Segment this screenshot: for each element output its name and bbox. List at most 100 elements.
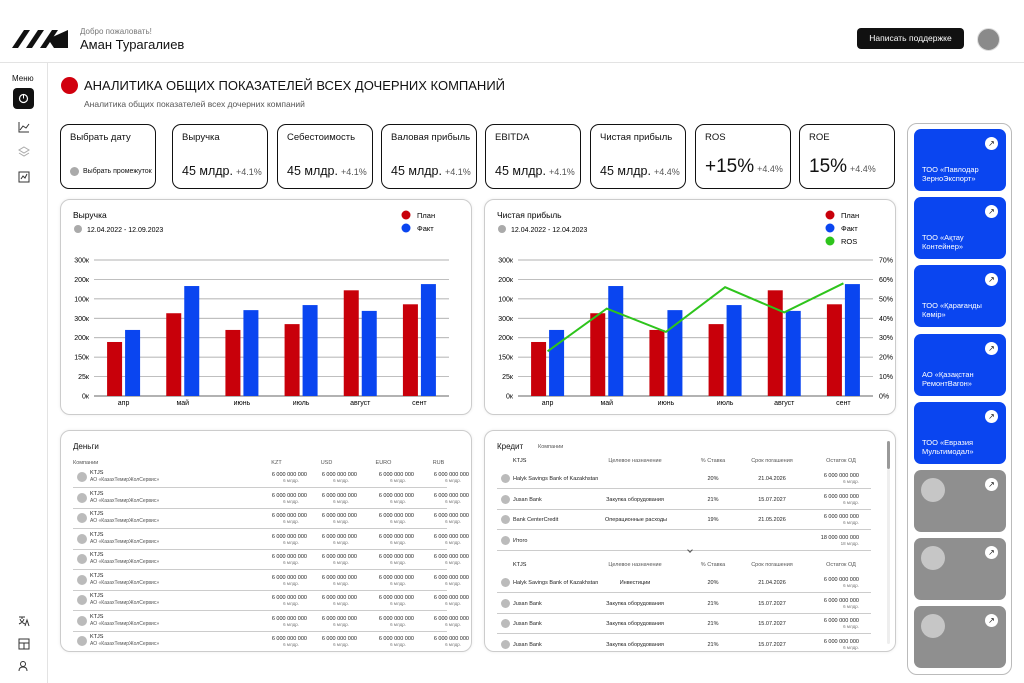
rate: 21% <box>707 641 719 648</box>
column-header[interactable]: % Ставка <box>700 562 726 568</box>
amount-short: 6 млдр. <box>445 560 461 565</box>
column-header[interactable]: KTJS <box>513 458 527 464</box>
amount: 6 000 000 000 <box>378 554 414 560</box>
row-divider <box>497 529 871 530</box>
balance-short: 6 млдр. <box>843 603 859 609</box>
bar <box>726 305 742 396</box>
amount-short: 6 млдр. <box>333 519 349 524</box>
x-tick-label: апр <box>542 400 554 407</box>
x-tick-label: июнь <box>234 400 251 407</box>
legend-marker <box>401 210 411 220</box>
column-header[interactable]: % Ставка <box>700 458 726 464</box>
kpi-value: 45 млдр. <box>182 164 233 178</box>
company-card[interactable]: ↗ ТОО «Евразия Мультимодал» <box>914 401 1006 464</box>
menu-layers[interactable] <box>18 146 30 158</box>
column-header[interactable]: KTJS <box>513 562 527 568</box>
company-filter[interactable]: Компании <box>538 444 564 450</box>
column-header[interactable]: EURO <box>375 460 392 466</box>
kpi-label: ROE <box>809 132 830 143</box>
column-header[interactable]: Срок погашения <box>751 458 793 464</box>
menu-calculator[interactable] <box>18 638 30 650</box>
bar <box>166 313 182 396</box>
balance: 6 000 000 000 <box>823 597 859 604</box>
amount: 6 000 000 000 <box>433 615 469 622</box>
rate: 20% <box>707 476 719 482</box>
bar <box>767 290 783 396</box>
kpi-change: +4.1% <box>235 167 262 177</box>
kpi-card[interactable]: Выбрать дату Выбрать промежуток <box>60 124 156 189</box>
company-card[interactable]: ↗ <box>914 606 1006 669</box>
kpi-value-row: 45 млдр. +4.1% <box>391 164 471 178</box>
row-divider <box>73 507 447 509</box>
support-button[interactable]: Написать поддержке <box>857 28 964 49</box>
amount: 6 000 000 000 <box>378 492 414 499</box>
chart-panel: Выручка 12.04.2022 - 12.09.2023 0к 25к 150к 2… <box>60 199 472 415</box>
amount: 6 000 000 000 <box>433 595 469 601</box>
company-card[interactable]: ↗ <box>914 470 1006 532</box>
amount: 6 000 000 000 <box>271 636 307 642</box>
column-header[interactable]: Целевое назначение <box>608 458 662 464</box>
menu-profile[interactable] <box>18 660 30 672</box>
company-org: АО «КазахТемирЖолСервис» <box>90 497 160 504</box>
amount: 6 000 000 000 <box>271 472 307 478</box>
column-header[interactable]: Остаток ОД <box>826 458 856 464</box>
user-name: Аман Турагалиев <box>80 37 185 52</box>
open-arrow: ↗ <box>985 205 998 219</box>
chart-date: 12.04.2022 - 12.09.2023 <box>87 227 163 234</box>
y-tick-label: 300к <box>498 258 514 265</box>
kpi-label: EBITDA <box>495 132 530 143</box>
amount-short: 6 млдр. <box>390 580 406 586</box>
y-tick-label: 100к <box>74 296 90 303</box>
page-title: АНАЛИТИКА ОБЩИХ ПОКАЗАТЕЛЕЙ ВСЕХ ДОЧЕРНИ… <box>84 78 506 93</box>
company-avatar <box>77 554 87 564</box>
purpose: Закупка оборудования <box>606 621 664 627</box>
column-header[interactable]: Срок погашения <box>751 562 793 568</box>
legend-label: Факт <box>841 224 858 233</box>
company-card[interactable]: ↗ <box>914 538 1006 601</box>
company-org: АО «КазахТемирЖолСервис» <box>90 579 160 586</box>
amount-short: 6 млдр. <box>390 601 406 606</box>
column-header[interactable]: USD <box>320 460 333 466</box>
date-picker[interactable]: Выбрать промежуток <box>70 167 152 176</box>
menu-translate[interactable] <box>18 615 30 627</box>
kpi-value-row: 45 млдр. +4.1% <box>495 164 575 178</box>
amount-short: 6 млдр. <box>390 498 406 504</box>
chart-panel: Чистая прибыль 12.04.2022 - 12.04.2023 0к 2… <box>484 199 896 415</box>
y-tick-label: 150к <box>74 355 90 362</box>
company-card[interactable]: ↗ ТОО «Павлодар ЗерноЭкспорт» <box>914 129 1006 191</box>
bar <box>667 310 683 396</box>
kpi-value: +15% <box>705 156 755 177</box>
bank-name: Jusan Bank <box>513 600 542 607</box>
company-card[interactable]: ↗ АО «Қазақстан РемонтВагон» <box>914 333 1006 396</box>
column-header[interactable]: Остаток ОД <box>826 562 856 568</box>
menu-chart[interactable] <box>18 121 30 133</box>
kpi-value-row: +15% +4.4% <box>705 156 783 178</box>
y2-tick-label: 30% <box>879 335 893 342</box>
amount: 6 000 000 000 <box>321 595 357 601</box>
y-tick-label: 150к <box>498 355 514 362</box>
legend-marker <box>825 236 835 246</box>
column-header[interactable]: Компании <box>73 460 99 466</box>
company-card[interactable]: ↗ ТОО «Қарағанды Көмір» <box>914 265 1006 328</box>
avatar[interactable] <box>977 28 1000 51</box>
company-card[interactable]: ↗ ТОО «Ақтау Контейнер» <box>914 197 1006 260</box>
column-header[interactable]: RUB <box>432 460 445 466</box>
company-code: KTJS <box>90 593 104 599</box>
expand-chevron[interactable] <box>687 547 693 553</box>
rate: 21% <box>707 600 719 607</box>
due-date: 15.07.2027 <box>758 621 786 627</box>
menu-dashboard[interactable] <box>13 88 34 109</box>
row-divider <box>497 592 871 593</box>
x-tick-label: май <box>176 399 189 407</box>
bank-avatar <box>501 598 510 608</box>
menu-report[interactable] <box>18 171 30 183</box>
legend-label: План <box>417 211 435 220</box>
y2-tick-label: 0% <box>879 394 889 401</box>
row-divider <box>497 488 871 489</box>
kpi-label: ROS <box>705 132 726 143</box>
amount-short: 6 млдр. <box>283 621 299 627</box>
column-header[interactable]: Целевое назначение <box>608 562 662 568</box>
x-tick-label: август <box>350 400 371 407</box>
column-header[interactable]: KZT <box>271 460 282 466</box>
kpi-card: Валовая прибыль 45 млдр. +4.1% <box>381 124 477 189</box>
